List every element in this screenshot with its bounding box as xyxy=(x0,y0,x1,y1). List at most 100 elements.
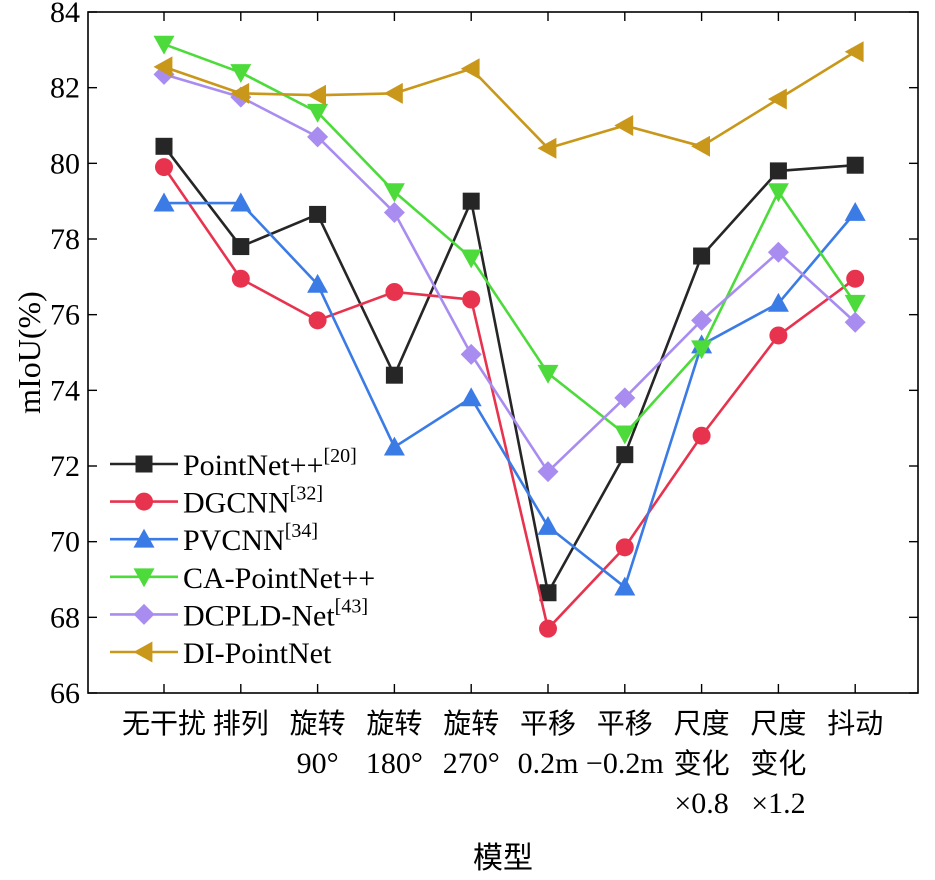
data-point xyxy=(844,41,864,63)
legend-entry: DGCNN[32] xyxy=(110,483,323,520)
x-tick-label: 0.2m xyxy=(518,747,579,780)
series-ca-pointnet- xyxy=(153,35,866,445)
legend-entry: CA-PointNet++ xyxy=(110,562,375,595)
data-point xyxy=(462,290,481,309)
x-tick-label: 270° xyxy=(443,747,500,780)
x-tick-label: 旋转 xyxy=(290,707,346,740)
x-tick-label: 尺度 xyxy=(750,707,806,740)
data-point xyxy=(614,115,634,136)
series-line xyxy=(163,73,857,473)
data-point xyxy=(153,56,173,78)
y-tick-label: 76 xyxy=(50,299,80,332)
legend-entry: PointNet++[20] xyxy=(110,445,357,482)
data-point xyxy=(692,426,711,445)
data-point xyxy=(155,158,173,177)
legend-marker xyxy=(133,568,155,588)
series-line xyxy=(163,42,857,436)
legend-label: PointNet++[20] xyxy=(183,445,357,482)
legend: PointNet++[20]DGCNN[32]PVCNN[34] CA-Point… xyxy=(110,445,375,670)
x-tick-label: 90° xyxy=(297,747,339,780)
data-point xyxy=(230,82,250,104)
y-axis-title: mIoU(%) xyxy=(11,291,47,414)
legend-label: CA-PointNet++ xyxy=(183,562,375,595)
data-point xyxy=(383,436,405,456)
y-tick-label: 66 xyxy=(50,677,80,710)
data-point xyxy=(462,192,480,210)
data-point xyxy=(846,269,865,288)
y-tick-label: 80 xyxy=(50,147,80,180)
data-point xyxy=(385,282,404,301)
legend-marker xyxy=(133,603,155,625)
series-layer xyxy=(153,35,866,638)
data-point xyxy=(537,461,559,483)
series-pvcnn xyxy=(153,192,866,596)
data-point xyxy=(846,156,864,174)
x-tick-label: ×0.8 xyxy=(674,787,728,820)
series-line xyxy=(163,50,856,150)
data-point xyxy=(767,88,787,110)
data-point xyxy=(614,425,636,445)
data-point xyxy=(844,202,866,221)
x-tick-label: 排列 xyxy=(213,707,269,740)
legend-label: DGCNN[32] xyxy=(183,483,323,520)
x-tick-label: 变化 xyxy=(674,747,730,780)
series-line xyxy=(162,145,856,595)
x-tick-label: 平移 xyxy=(597,707,653,740)
series-line xyxy=(164,201,857,589)
legend-label: DCPLD-Net[43] xyxy=(183,595,368,632)
data-point xyxy=(539,584,557,602)
data-point xyxy=(537,516,559,535)
data-point xyxy=(537,137,557,159)
y-tick-label: 72 xyxy=(50,450,80,483)
x-tick-label: 旋转 xyxy=(366,707,422,740)
y-tick-label: 82 xyxy=(50,72,80,105)
y-tick-label: 68 xyxy=(50,601,80,634)
data-point xyxy=(615,538,634,557)
series-di-pointnet xyxy=(153,41,864,159)
data-point xyxy=(308,311,327,330)
data-point xyxy=(307,103,329,123)
data-point xyxy=(383,202,405,224)
data-point xyxy=(383,82,403,104)
x-tick-label: 抖动 xyxy=(827,707,883,740)
data-point xyxy=(691,135,710,157)
data-point xyxy=(537,364,559,384)
data-point xyxy=(307,84,326,106)
data-point xyxy=(769,162,787,180)
series-pointnet- xyxy=(155,137,864,602)
data-point xyxy=(460,58,480,80)
data-point xyxy=(767,241,789,263)
y-tick-label: 84 xyxy=(50,0,80,29)
legend-marker xyxy=(135,455,153,473)
data-point xyxy=(691,309,713,331)
data-point xyxy=(614,576,636,596)
data-point xyxy=(385,366,403,384)
series-dcpld-net xyxy=(153,63,866,483)
data-point xyxy=(844,311,866,333)
data-point xyxy=(231,269,250,288)
data-point xyxy=(309,205,327,223)
data-point xyxy=(155,137,173,155)
data-point xyxy=(460,387,482,407)
legend-marker xyxy=(135,492,153,511)
x-tick-label: 变化 xyxy=(750,747,806,780)
legend-marker xyxy=(133,641,153,663)
data-point xyxy=(767,292,789,312)
data-point xyxy=(307,126,329,148)
x-axis-title: 模型 xyxy=(473,841,533,876)
data-point xyxy=(153,192,175,212)
x-tick-label: 平移 xyxy=(520,707,576,740)
plot-frame xyxy=(87,11,919,694)
data-point xyxy=(460,343,482,365)
legend-label: DI-PointNet xyxy=(183,637,332,670)
data-point xyxy=(230,192,252,212)
y-tick-label: 70 xyxy=(50,526,80,559)
data-point xyxy=(153,35,175,55)
data-point xyxy=(769,326,788,345)
x-tick-label: 180° xyxy=(366,747,423,780)
x-tick-label: −0.2m xyxy=(586,747,664,780)
data-point xyxy=(767,183,789,203)
legend-marker xyxy=(133,528,155,548)
